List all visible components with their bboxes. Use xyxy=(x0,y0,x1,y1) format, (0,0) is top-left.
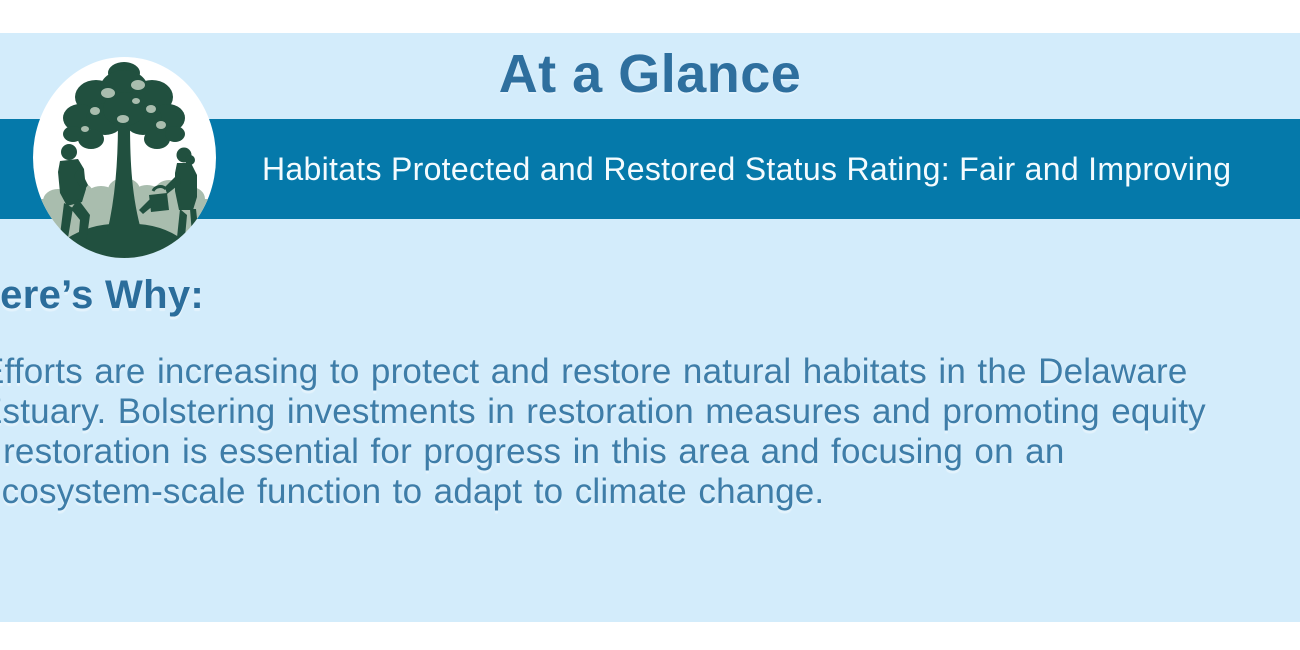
body-paragraph: Efforts are increasing to protect and re… xyxy=(0,352,1300,512)
watering-can-icon xyxy=(139,185,169,214)
body-line: ecosystem-scale function to adapt to cli… xyxy=(0,472,825,511)
body-line: in restoration is essential for progress… xyxy=(0,432,1065,471)
body-line: Efforts are increasing to protect and re… xyxy=(0,352,1188,391)
page-title: At a Glance xyxy=(498,44,802,104)
tree-trunk-icon xyxy=(107,119,142,233)
body-line: Estuary. Bolstering investments in resto… xyxy=(0,392,1206,431)
status-banner-text: Habitats Protected and Restored Status R… xyxy=(262,150,1232,187)
man-figure-icon xyxy=(58,144,90,244)
canopy-texture-icon xyxy=(81,80,166,132)
heres-why-heading: Here’s Why: xyxy=(0,273,204,317)
ground-mound-icon xyxy=(64,223,186,258)
status-banner-band xyxy=(0,119,1300,219)
logo-svg xyxy=(33,57,216,258)
tree-planting-logo-icon xyxy=(33,57,216,258)
